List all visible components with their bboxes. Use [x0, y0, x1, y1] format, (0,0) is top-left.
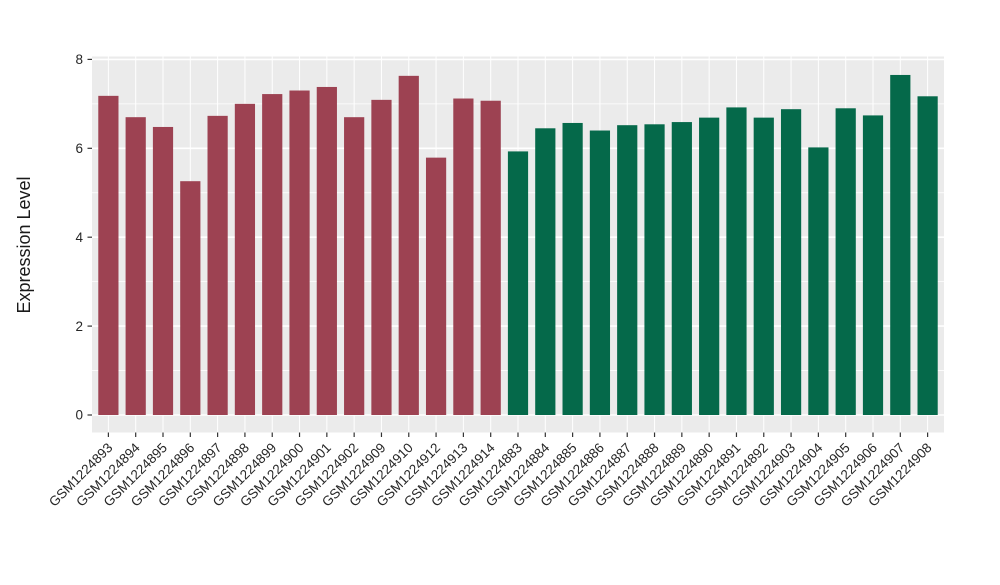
bar-GSM1224910	[398, 75, 419, 415]
y-tick-label: 0	[75, 408, 83, 423]
bar-GSM1224901	[316, 86, 337, 416]
bar-GSM1224905	[835, 108, 856, 416]
bar-GSM1224913	[453, 98, 474, 416]
bar-GSM1224900	[289, 90, 310, 415]
bar-GSM1224898	[234, 103, 256, 415]
bar-GSM1224884	[535, 128, 556, 416]
bar-GSM1224908	[917, 96, 938, 415]
bar-GSM1224892	[753, 117, 774, 415]
bar-GSM1224890	[699, 117, 720, 415]
bar-GSM1224883	[507, 151, 529, 415]
bar-GSM1224903	[780, 109, 802, 416]
bar-GSM1224885	[562, 122, 583, 415]
bar-GSM1224889	[671, 122, 692, 416]
bar-GSM1224899	[262, 94, 283, 416]
bar-GSM1224914	[480, 100, 501, 416]
y-axis-title: Expression Level	[14, 176, 34, 313]
bar-GSM1224912	[425, 157, 447, 415]
bar-GSM1224887	[617, 125, 638, 415]
bar-GSM1224909	[371, 99, 392, 416]
bar-GSM1224897	[207, 115, 228, 415]
bar-GSM1224895	[152, 126, 174, 416]
y-tick-label: 4	[75, 230, 83, 245]
bar-GSM1224893	[98, 95, 119, 415]
bar-GSM1224906	[862, 115, 884, 416]
y-tick-label: 6	[75, 141, 83, 156]
bar-GSM1224904	[808, 147, 829, 415]
bar-GSM1224902	[344, 117, 365, 415]
bar-GSM1224907	[890, 74, 911, 416]
y-tick-label: 2	[75, 319, 83, 334]
bar-GSM1224886	[589, 130, 611, 415]
bar-GSM1224894	[125, 117, 146, 415]
y-tick-label: 8	[75, 52, 83, 67]
bars	[98, 74, 938, 416]
bar-GSM1224896	[180, 181, 201, 415]
axes: 02468GSM1224893GSM1224894GSM1224895GSM12…	[46, 52, 935, 509]
bar-GSM1224888	[644, 124, 665, 415]
bar-GSM1224891	[726, 107, 747, 415]
